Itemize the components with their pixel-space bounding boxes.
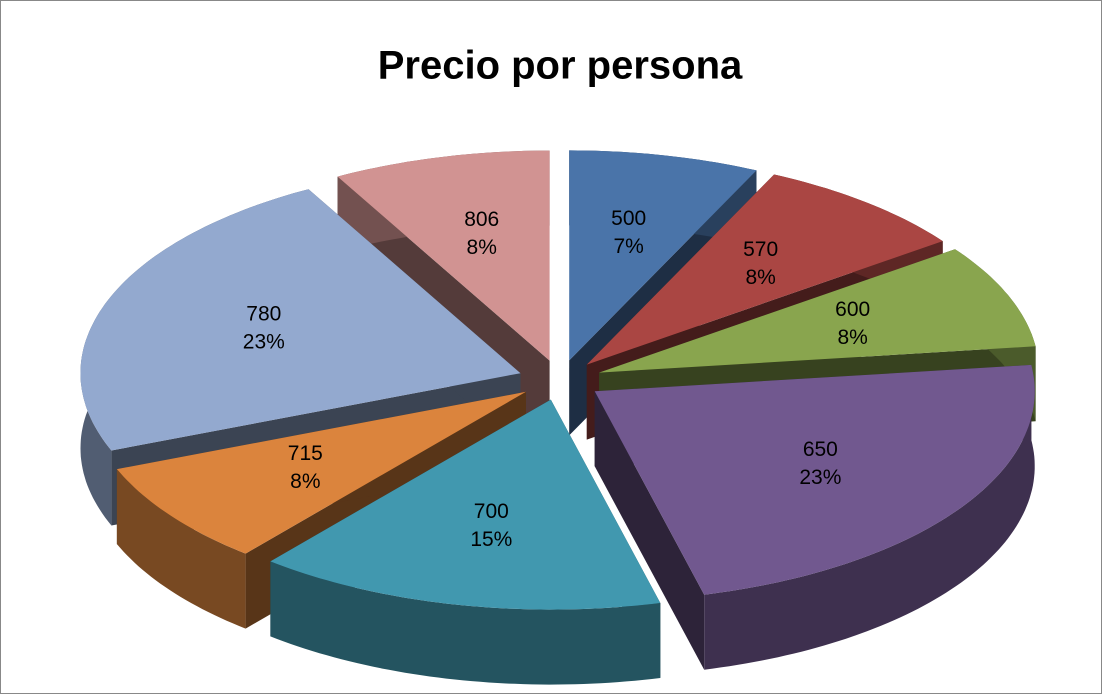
slice-value-label: 23% [799,466,841,489]
slice-value-label: 8% [467,236,497,259]
slice-value-label: 8% [290,470,320,493]
slice-value-label: 8% [745,266,775,289]
slice-value-label: 7% [613,235,643,258]
slice-category-label: 600 [835,298,870,321]
slice-group [594,364,1035,670]
slice [116,391,527,554]
slice-value-label: 15% [470,528,512,551]
slice [569,150,757,361]
slice [337,150,550,361]
slice-category-label: 500 [611,207,646,230]
slice-category-label: 570 [743,238,778,261]
slice-value-label: 8% [838,326,868,349]
slice-value-label: 23% [243,331,285,354]
slice [270,399,661,610]
slice-category-label: 806 [464,208,499,231]
slice-category-label: 780 [246,303,281,326]
slice [586,174,943,365]
slice [594,364,1035,595]
slice [599,249,1036,373]
slice [80,189,521,451]
slice-side [116,469,246,629]
slice-category-label: 700 [474,500,509,523]
slice-wall [594,391,705,670]
chart-title: Precio por persona [378,44,743,88]
slice-category-label: 715 [288,442,323,465]
slice-side [704,364,1035,670]
slice-side [270,561,661,685]
slice-category-label: 650 [803,438,838,461]
slice-group [270,399,661,685]
